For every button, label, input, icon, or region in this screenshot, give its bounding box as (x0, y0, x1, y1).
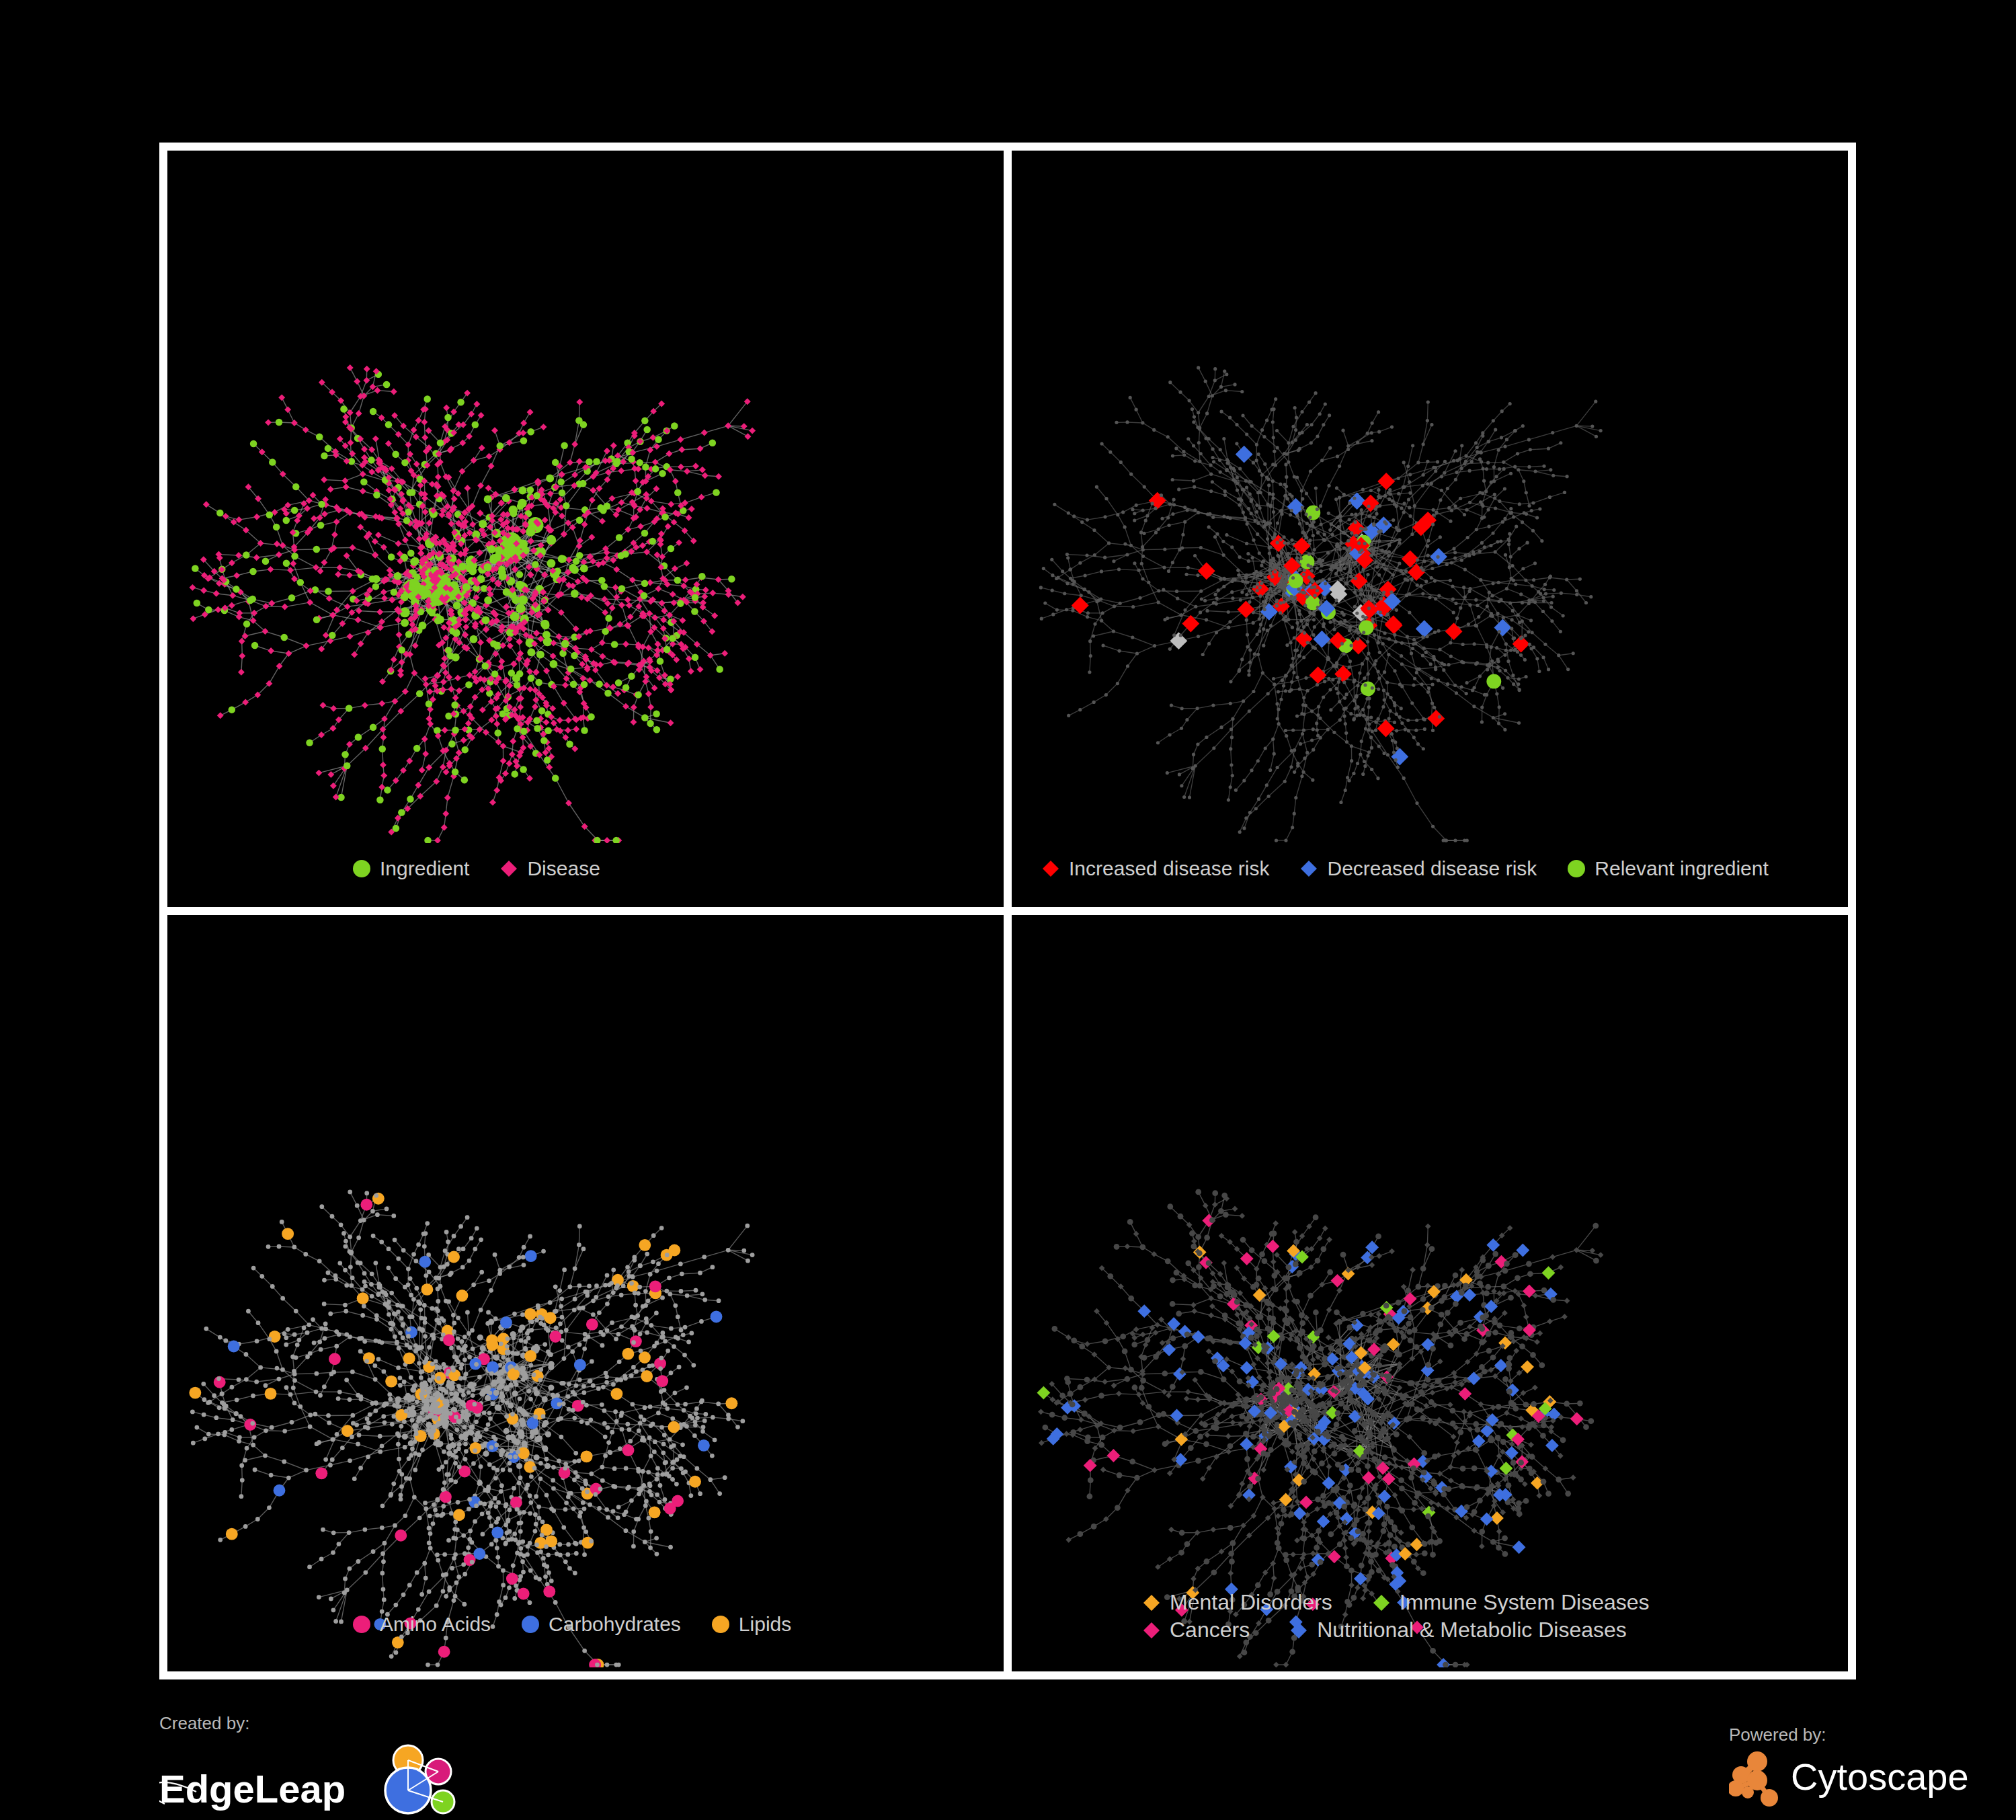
svg-text:Cytoscape: Cytoscape (1791, 1755, 1969, 1798)
svg-text:EdgeLeap: EdgeLeap (159, 1767, 346, 1811)
